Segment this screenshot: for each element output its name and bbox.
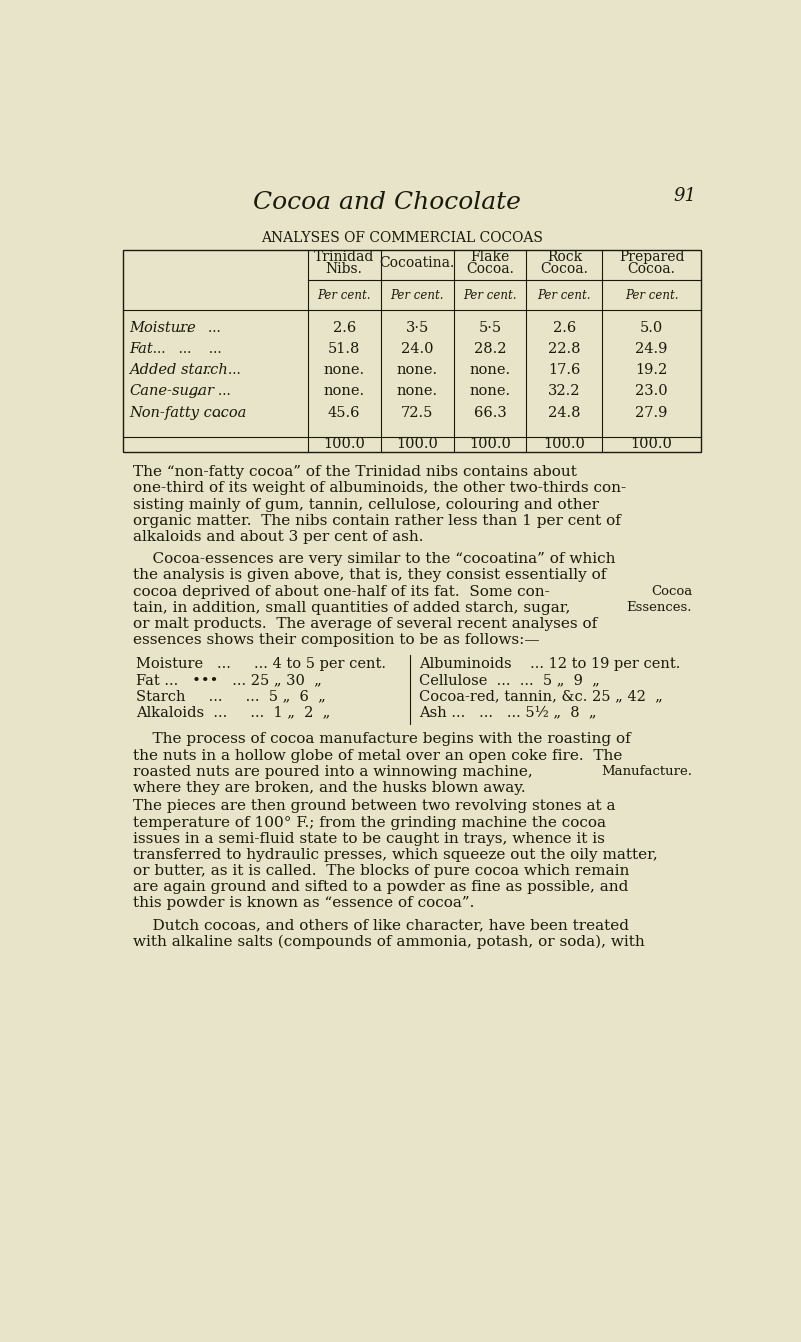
Text: Manufacture.: Manufacture. <box>602 765 692 778</box>
Text: alkaloids and about 3 per cent of ash.: alkaloids and about 3 per cent of ash. <box>133 530 423 544</box>
Text: 24.8: 24.8 <box>548 405 581 420</box>
Text: Starch     ...     ...  5 „  6  „: Starch ... ... 5 „ 6 „ <box>136 690 325 703</box>
Text: Cellulose  ...  ...  5 „  9  „: Cellulose ... ... 5 „ 9 „ <box>420 674 600 687</box>
Text: 28.2: 28.2 <box>473 342 506 356</box>
Text: Fat ...   •••   ... 25 „ 30  „: Fat ... ••• ... 25 „ 30 „ <box>136 674 321 687</box>
Text: The process of cocoa manufacture begins with the roasting of: The process of cocoa manufacture begins … <box>133 733 630 746</box>
Text: Trinidad: Trinidad <box>314 250 374 263</box>
Text: 27.9: 27.9 <box>635 405 668 420</box>
Text: 32.2: 32.2 <box>548 384 581 399</box>
Text: tain, in addition, small quantities of added starch, sugar,: tain, in addition, small quantities of a… <box>133 601 570 615</box>
Text: are again ground and sifted to a powder as fine as possible, and: are again ground and sifted to a powder … <box>133 880 628 894</box>
Text: 72.5: 72.5 <box>401 405 433 420</box>
Text: Cane-sugar: Cane-sugar <box>130 384 215 399</box>
Text: Cocoatina.: Cocoatina. <box>380 256 455 271</box>
Text: none.: none. <box>396 384 437 399</box>
Text: Fat: Fat <box>130 342 153 356</box>
Text: Cocoa.: Cocoa. <box>541 262 588 276</box>
Text: 2.6: 2.6 <box>553 321 576 336</box>
Text: transferred to hydraulic presses, which squeeze out the oily matter,: transferred to hydraulic presses, which … <box>133 848 658 862</box>
Text: ANALYSES OF COMMERCIAL COCOAS: ANALYSES OF COMMERCIAL COCOAS <box>261 231 543 246</box>
Text: Cocoa.: Cocoa. <box>628 262 675 276</box>
Text: or malt products.  The average of several recent analyses of: or malt products. The average of several… <box>133 617 597 631</box>
Text: the analysis is given above, that is, they consist essentially of: the analysis is given above, that is, th… <box>133 569 606 582</box>
Text: 100.0: 100.0 <box>630 437 673 451</box>
Text: Prepared: Prepared <box>619 250 684 263</box>
Text: issues in a semi-fluid state to be caught in trays, whence it is: issues in a semi-fluid state to be caugh… <box>133 832 605 845</box>
Text: temperature of 100° F.; from the grinding machine the cocoa: temperature of 100° F.; from the grindin… <box>133 816 606 829</box>
Text: Per cent.: Per cent. <box>463 290 517 302</box>
Text: none.: none. <box>396 362 437 377</box>
Text: 45.6: 45.6 <box>328 405 360 420</box>
Text: 19.2: 19.2 <box>635 362 668 377</box>
Text: Essences.: Essences. <box>626 601 692 613</box>
Text: Ash ...   ...   ... 5½ „  8  „: Ash ... ... ... 5½ „ 8 „ <box>420 706 597 719</box>
Text: Cocoa-essences are very similar to the “cocoatina” of which: Cocoa-essences are very similar to the “… <box>133 552 615 566</box>
Text: the nuts in a hollow globe of metal over an open coke fire.  The: the nuts in a hollow globe of metal over… <box>133 749 622 762</box>
Text: Nibs.: Nibs. <box>326 262 363 276</box>
Text: Non-fatty cocoa: Non-fatty cocoa <box>130 405 247 420</box>
Text: Per cent.: Per cent. <box>625 290 678 302</box>
Text: Cocoa.: Cocoa. <box>466 262 514 276</box>
Text: 100.0: 100.0 <box>469 437 511 451</box>
Text: ...    ...: ... ... <box>179 384 231 399</box>
Text: 23.0: 23.0 <box>635 384 668 399</box>
Text: Flake: Flake <box>470 250 509 263</box>
Text: Per cent.: Per cent. <box>317 290 371 302</box>
Text: 100.0: 100.0 <box>396 437 438 451</box>
Text: 3·5: 3·5 <box>405 321 429 336</box>
Text: ...    ...: ... ... <box>189 362 241 377</box>
Text: roasted nuts are poured into a winnowing machine,: roasted nuts are poured into a winnowing… <box>133 765 533 778</box>
Text: organic matter.  The nibs contain rather less than 1 per cent of: organic matter. The nibs contain rather … <box>133 514 621 527</box>
Text: Cocoa-red, tannin, &c. 25 „ 42  „: Cocoa-red, tannin, &c. 25 „ 42 „ <box>420 690 663 703</box>
Text: this powder is known as “essence of cocoa”.: this powder is known as “essence of coco… <box>133 896 474 910</box>
Text: Alkaloids  ...     ...  1 „  2  „: Alkaloids ... ... 1 „ 2 „ <box>136 706 330 719</box>
Text: Per cent.: Per cent. <box>537 290 591 302</box>
Text: cocoa deprived of about one-half of its fat.  Some con-: cocoa deprived of about one-half of its … <box>133 585 549 599</box>
Text: 51.8: 51.8 <box>328 342 360 356</box>
Text: The “non-fatty cocoa” of the Trinidad nibs contains about: The “non-fatty cocoa” of the Trinidad ni… <box>133 466 577 479</box>
Text: 24.0: 24.0 <box>400 342 433 356</box>
Text: sisting mainly of gum, tannin, cellulose, colouring and other: sisting mainly of gum, tannin, cellulose… <box>133 498 598 511</box>
Text: 66.3: 66.3 <box>473 405 506 420</box>
Text: ...   ...    ...: ... ... ... <box>144 342 222 356</box>
Text: one-third of its weight of albuminoids, the other two-thirds con-: one-third of its weight of albuminoids, … <box>133 482 626 495</box>
Text: or butter, as it is called.  The blocks of pure cocoa which remain: or butter, as it is called. The blocks o… <box>133 864 629 878</box>
Text: Cocoa: Cocoa <box>651 585 692 597</box>
Text: Cocoa and Chocolate: Cocoa and Chocolate <box>253 191 521 215</box>
Text: essences shows their composition to be as follows:—: essences shows their composition to be a… <box>133 633 539 647</box>
Text: 2.6: 2.6 <box>332 321 356 336</box>
Text: none.: none. <box>469 384 510 399</box>
Text: 24.9: 24.9 <box>635 342 668 356</box>
Text: where they are broken, and the husks blown away.: where they are broken, and the husks blo… <box>133 781 525 794</box>
Text: 5.0: 5.0 <box>640 321 663 336</box>
Text: The pieces are then ground between two revolving stones at a: The pieces are then ground between two r… <box>133 800 615 813</box>
Bar <box>123 250 701 452</box>
Text: Albuminoids    ... 12 to 19 per cent.: Albuminoids ... 12 to 19 per cent. <box>420 658 681 671</box>
Text: ...: ... <box>204 405 225 420</box>
Text: Added starch: Added starch <box>130 362 228 377</box>
Text: 100.0: 100.0 <box>543 437 586 451</box>
Text: 91: 91 <box>674 188 697 205</box>
Text: 22.8: 22.8 <box>548 342 581 356</box>
Text: Per cent.: Per cent. <box>390 290 444 302</box>
Text: 100.0: 100.0 <box>324 437 365 451</box>
Text: Moisture: Moisture <box>130 321 196 336</box>
Text: none.: none. <box>324 384 364 399</box>
Text: 17.6: 17.6 <box>548 362 581 377</box>
Text: none.: none. <box>324 362 364 377</box>
Text: ...    ...: ... ... <box>169 321 221 336</box>
Text: Rock: Rock <box>547 250 582 263</box>
Text: 5·5: 5·5 <box>478 321 501 336</box>
Text: Moisture   ...     ... 4 to 5 per cent.: Moisture ... ... 4 to 5 per cent. <box>136 658 386 671</box>
Text: none.: none. <box>469 362 510 377</box>
Text: Dutch cocoas, and others of like character, have been treated: Dutch cocoas, and others of like charact… <box>133 919 629 933</box>
Text: with alkaline salts (compounds of ammonia, potash, or soda), with: with alkaline salts (compounds of ammoni… <box>133 935 645 949</box>
